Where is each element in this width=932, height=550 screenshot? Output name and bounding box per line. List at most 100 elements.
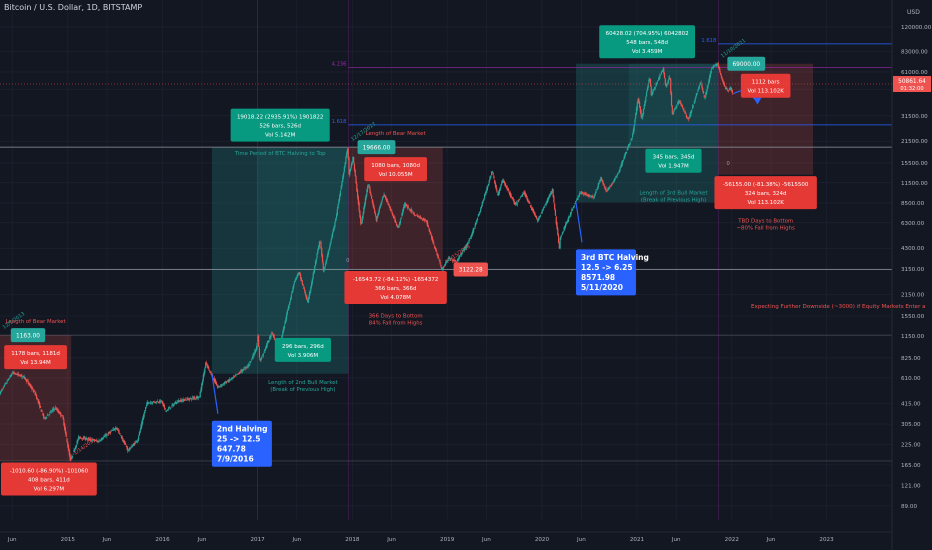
candle-body (50, 411, 52, 413)
candle-body (338, 199, 340, 205)
candle-body (564, 225, 566, 229)
candle-body (212, 377, 215, 379)
candle-body (334, 222, 336, 227)
candle-body (168, 407, 170, 409)
candle-body (141, 422, 143, 427)
candle-body (95, 440, 97, 441)
candle-body (260, 357, 262, 361)
price-tick-label: 2150.00 (901, 292, 925, 298)
candle-body (328, 246, 331, 251)
candle-body (208, 370, 211, 371)
price-tag-bg (727, 56, 766, 71)
candle-body (583, 193, 585, 195)
candle-body (217, 386, 219, 388)
bull-zone (211, 147, 349, 374)
candle-body (728, 89, 730, 91)
candle-body (724, 86, 726, 88)
candle-body (528, 201, 530, 203)
candle-body (314, 261, 317, 267)
halving-2nd-box-pointer (211, 373, 219, 414)
candle-body (421, 219, 423, 220)
candle-body (96, 441, 98, 442)
bull-sub-measure-box-line: Vol 1.947M (658, 164, 689, 170)
candle-body (39, 405, 42, 408)
candle-body (436, 253, 438, 255)
candle-body (572, 206, 574, 209)
candle-body (246, 366, 248, 368)
candle-body (430, 235, 433, 239)
halving-2nd-box-line: 2nd Halving (217, 425, 268, 434)
candle-body (395, 221, 397, 223)
candle-body (318, 245, 320, 250)
candle-body (665, 84, 667, 87)
candle-body (4, 384, 6, 386)
candle-body (252, 354, 254, 358)
candle-body (458, 256, 460, 259)
candle-body (666, 83, 668, 87)
candle-body (114, 428, 116, 430)
time-axis[interactable]: Jun 2015 Jun 2016 Jun 2017 Jun 2018 Jun 2019 Jun 20… (0, 531, 892, 543)
candle-body (413, 214, 416, 216)
candle-body (523, 192, 525, 194)
candle-body (3, 385, 5, 387)
fib-level-label: 1.618 (332, 119, 347, 125)
candle-body (630, 140, 632, 142)
candle-body (645, 96, 647, 102)
candle-body (362, 213, 364, 218)
candle-body (494, 179, 496, 183)
candle-body (708, 79, 710, 84)
candle-body (416, 214, 418, 216)
candle-body (627, 146, 629, 150)
candle-body (227, 380, 229, 383)
candle-body (468, 240, 470, 243)
candle-body (617, 172, 620, 174)
candle-body (63, 419, 65, 426)
candle-body (642, 108, 645, 115)
price-tick-label: 610.00 (901, 376, 921, 382)
candle-body (60, 415, 63, 417)
candle-body (243, 369, 245, 370)
candle-body (349, 168, 352, 172)
candle-body (479, 211, 481, 213)
candle-body (647, 84, 649, 88)
candle-body (329, 242, 331, 246)
bear-measure-box: 1080 bars, 1080d Vol 10.055M (364, 157, 428, 182)
halving-2nd-box-bg (211, 420, 272, 467)
candle-body (663, 67, 665, 73)
candle-body (702, 90, 705, 94)
price-tick-label: 1550.00 (901, 314, 925, 320)
candle-body (88, 438, 90, 440)
zero-mark: 0 (727, 161, 730, 167)
candle-body (382, 196, 384, 198)
candle-body (172, 404, 174, 406)
candle-body (387, 201, 389, 205)
candle-body (55, 408, 57, 410)
candle-body (263, 351, 265, 353)
candle-body (500, 185, 502, 188)
candle-body (601, 180, 603, 182)
price-tick-label: 4300.00 (901, 246, 925, 252)
candle-body (625, 151, 627, 154)
candle-body (18, 373, 20, 375)
candle-body (505, 185, 507, 188)
candle-body (727, 89, 729, 91)
candle-body (621, 163, 623, 166)
candle-body (538, 216, 540, 220)
candle-body (110, 432, 112, 433)
candle-body (50, 411, 53, 413)
candle-body (533, 210, 535, 214)
candle-body (657, 79, 659, 81)
candle-body (674, 108, 677, 109)
candle-body (581, 191, 583, 193)
candle-body (372, 202, 374, 206)
candle-body (691, 106, 694, 109)
bear-drop-box-bg (344, 270, 447, 304)
price-axis[interactable]: 89.00 121.00 165.00 225.00 305.00 415.00 610.0… (891, 0, 932, 550)
candle-body (162, 403, 165, 407)
candle-body (52, 408, 54, 410)
zero-mark: 0 (346, 258, 349, 264)
candle-body (607, 189, 609, 192)
candle-body (593, 195, 596, 198)
